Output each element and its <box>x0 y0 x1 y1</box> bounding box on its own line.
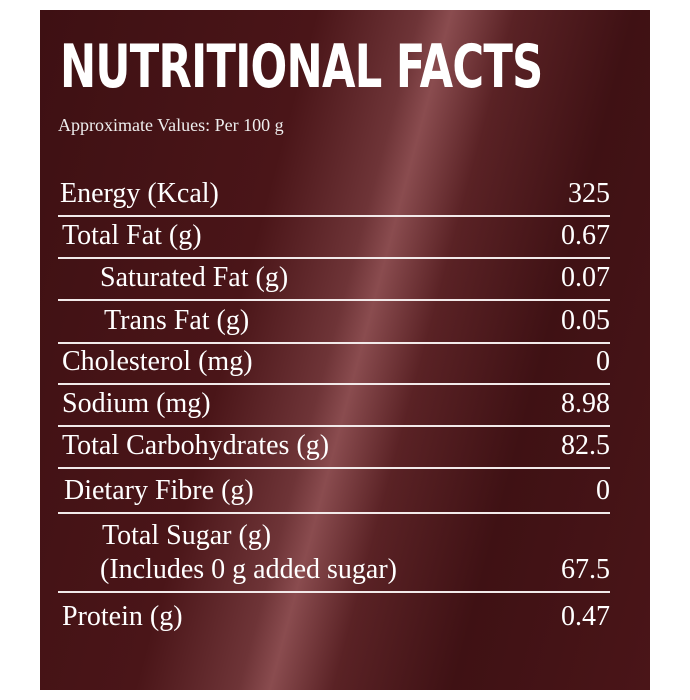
nutrient-label: Protein (g) <box>62 600 183 634</box>
nutrient-row: Trans Fat (g) 0.05 <box>58 299 610 344</box>
nutrient-label: Dietary Fibre (g) <box>64 474 254 508</box>
nutrient-label: Saturated Fat (g) <box>100 261 288 295</box>
label-text: Sodium (mg) <box>62 388 211 419</box>
subtitle: Approximate Values: Per 100 g <box>58 115 284 135</box>
nutrient-row: Cholesterol (mg) 0 <box>58 342 610 385</box>
label-text: Saturated Fat (g) <box>100 262 289 293</box>
label-text: Dietary Fibre (g) <box>64 475 254 506</box>
nutrient-row: Total Carbohydrates (g) 82.5 <box>58 425 610 469</box>
label-text: Total Fat (g) <box>62 220 202 251</box>
nutrient-label: Total Sugar (g) (Includes 0 g added sugar… <box>100 519 398 587</box>
nutrient-value: 0.07 <box>561 262 610 293</box>
title: NUTRITIONAL FACTS <box>60 32 543 102</box>
nutrient-value: 0.05 <box>561 305 610 336</box>
nutrient-value: 0.47 <box>561 601 610 632</box>
label-text: Protein (g) <box>62 601 183 632</box>
nutrient-label: Trans Fat (g) <box>104 304 249 338</box>
nutrient-row: Total Sugar (g) (Includes 0 g added sugar… <box>58 512 610 593</box>
nutrient-label: Cholesterol (mg) <box>62 345 253 379</box>
nutrient-value: 0 <box>596 346 610 377</box>
nutrient-label: Total Carbohydrates (g) <box>62 429 329 463</box>
nutrient-value: 67.5 <box>561 554 610 585</box>
nutrient-row: Dietary Fibre (g) 0 <box>58 467 610 514</box>
nutrient-value: 0 <box>596 475 610 506</box>
nutrient-value: 0.67 <box>561 220 610 251</box>
label-text: Total Carbohydrates (g) <box>62 430 330 461</box>
nutrient-label: Energy (Kcal) <box>60 177 219 211</box>
nutrient-row: Protein (g) 0.47 <box>58 591 610 638</box>
nutrient-label: Sodium (mg) <box>62 387 211 421</box>
nutrient-label: Total Fat (g) <box>62 219 202 253</box>
nutrient-value: 82.5 <box>561 430 610 461</box>
label-text: Energy (Kcal) <box>60 178 219 209</box>
nutrient-row: Sodium (mg) 8.98 <box>58 383 610 427</box>
nutrient-value: 8.98 <box>561 388 610 419</box>
label-text: Cholesterol (mg) <box>62 346 253 377</box>
label-text: Total Sugar (g) <box>102 520 272 551</box>
nutrient-row: Energy (Kcal) 325 <box>58 170 610 217</box>
label-text: Trans Fat (g) <box>104 305 250 336</box>
nutrition-panel: NUTRITIONAL FACTS Approximate Values: Pe… <box>40 10 650 690</box>
nutrient-row: Saturated Fat (g) 0.07 <box>58 257 610 301</box>
nutrient-value: 325 <box>568 178 610 209</box>
nutrient-row: Total Fat (g) 0.67 <box>58 215 610 259</box>
label-note: (Includes 0 g added sugar) <box>100 554 398 585</box>
